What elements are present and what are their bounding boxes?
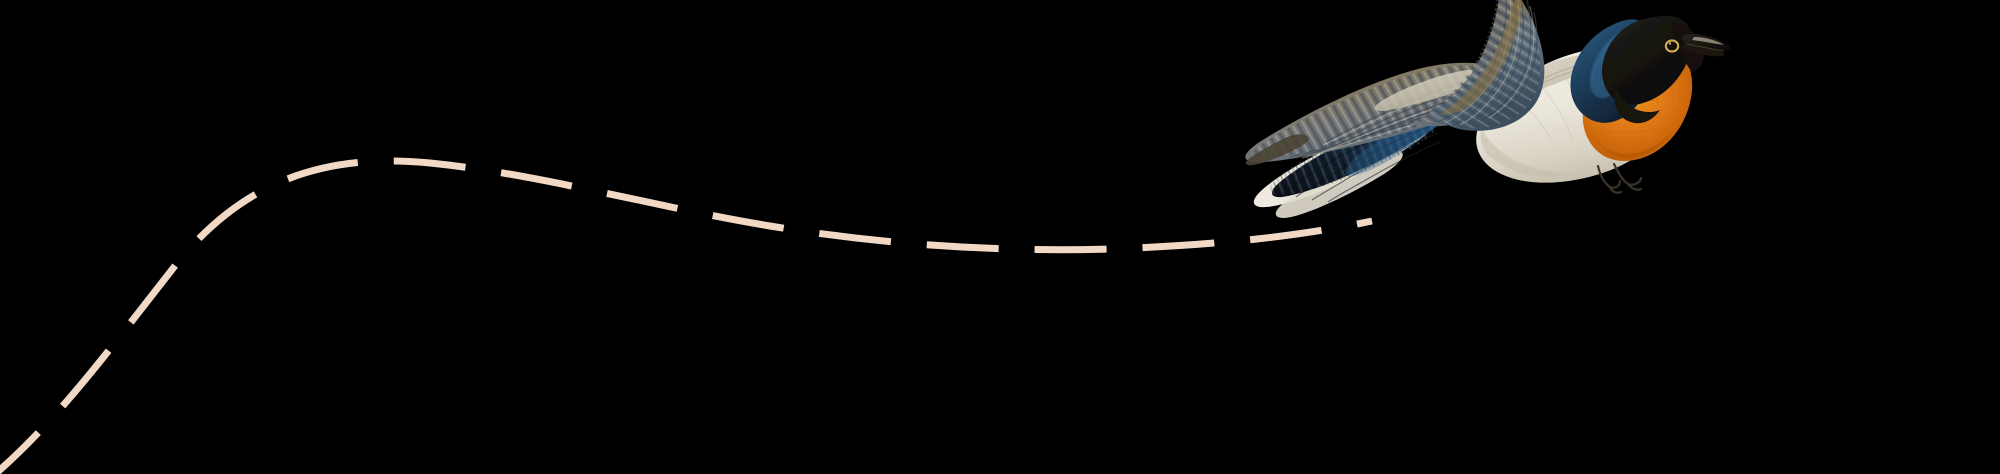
body-shadow: [1480, 120, 1658, 177]
beak-lower: [1681, 43, 1725, 57]
lower-wing-tip: [1245, 134, 1309, 166]
tail-sheen: [1345, 113, 1443, 176]
flight-trail-group: [0, 157, 1373, 474]
bird-head: [1570, 16, 1731, 124]
beak-highlight: [1692, 37, 1724, 45]
throat-shadow: [1588, 120, 1676, 158]
head-mask: [1602, 16, 1693, 105]
bird-beak: [1681, 34, 1731, 57]
cheek-mask: [1614, 86, 1660, 124]
bird-feet: [1596, 162, 1643, 194]
bird-eye: [1663, 38, 1681, 54]
flight-trail-path: [0, 157, 1373, 474]
bird-illustration: [1245, 0, 1731, 218]
upper-wing-leading-edge: [1440, 0, 1522, 115]
beak-gape-line: [1685, 43, 1725, 52]
